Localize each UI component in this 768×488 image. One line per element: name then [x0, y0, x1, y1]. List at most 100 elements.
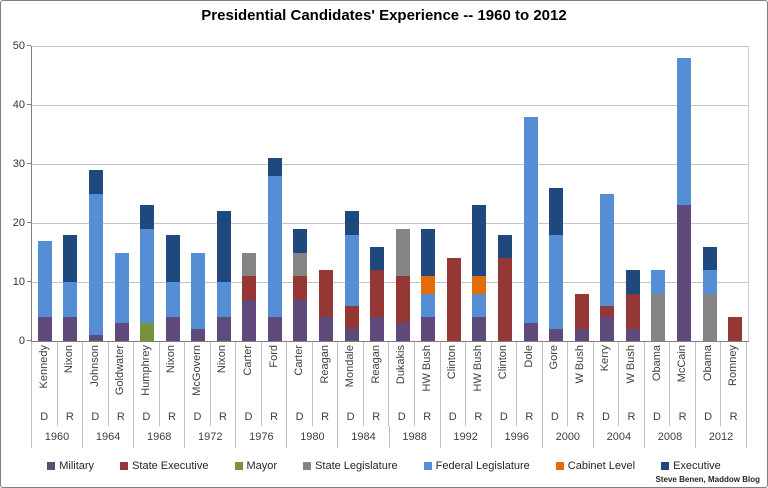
year-group-1984 [339, 46, 390, 341]
candidate-cell-humphrey-1968: Humphrey [134, 342, 160, 408]
segment-federal-legislature [37, 240, 52, 318]
segment-military [165, 317, 180, 341]
segment-executive [625, 270, 640, 294]
bar-slot-hw-bush-1992 [467, 46, 493, 341]
bar-slot-w-bush-2000 [569, 46, 595, 341]
segment-executive [293, 228, 308, 253]
bars-layer [32, 46, 748, 341]
plot-area [27, 45, 749, 342]
segment-state-executive [625, 293, 640, 330]
y-axis-tick-label-20: 20 [12, 217, 25, 229]
gridline-40 [32, 105, 748, 106]
year-label-1976: 1976 [236, 426, 288, 448]
segment-federal-legislature [651, 270, 666, 294]
year-label-2004: 2004 [594, 426, 645, 448]
candidate-cell-clinton-1992: Clinton [441, 342, 467, 408]
party-label-obama-2012: D [696, 408, 722, 426]
segment-state-executive [344, 305, 359, 330]
candidate-cell-carter-1980: Carter [287, 342, 313, 408]
bar-johnson-1964 [88, 169, 103, 341]
candidate-cell-nixon-1968: Nixon [160, 342, 186, 408]
segment-cabinet-level [421, 276, 436, 294]
party-label-dole-1996: R [517, 408, 543, 426]
bar-nixon-1972 [216, 211, 231, 341]
segment-executive [549, 187, 564, 235]
candidate-label: Kennedy [37, 345, 50, 389]
y-tick-40 [27, 104, 31, 105]
segment-executive [267, 158, 282, 176]
bar-slot-mondale-1984 [339, 46, 365, 341]
candidate-cell-kerry-2004: Kerry [594, 342, 620, 408]
legend-item-military: Military [47, 460, 94, 472]
year-label-2000: 2000 [543, 426, 594, 448]
legend-item-executive: Executive [661, 460, 721, 472]
y-axis-tick-label-40: 40 [12, 99, 25, 111]
segment-military [421, 317, 436, 341]
party-label-romney-2012: R [721, 408, 747, 426]
segment-federal-legislature [191, 252, 206, 330]
candidate-cell-nixon-1972: Nixon [211, 342, 237, 408]
candidate-label: McGovern [190, 345, 203, 396]
bar-slot-dole-1996 [518, 46, 544, 341]
candidate-cell-mccain-2008: McCain [670, 342, 696, 408]
bar-mccain-2008 [677, 57, 692, 341]
candidate-cell-mcgovern-1972: McGovern [185, 342, 211, 408]
segment-executive [216, 211, 231, 283]
party-label-nixon-1972: R [211, 408, 237, 426]
party-label-mcgovern-1972: D [185, 408, 211, 426]
segment-federal-legislature [114, 252, 129, 324]
x-axis: Kennedy Nixon Johnson Goldwater Humphrey Nixo… [31, 342, 748, 448]
segment-military [574, 329, 589, 341]
segment-state-executive [600, 305, 615, 318]
party-label-dukakis-1988: D [389, 408, 415, 426]
segment-state-executive [446, 258, 461, 341]
legend: Military State Executive Mayor State Legisl… [1, 460, 767, 472]
bar-dole-1996 [523, 116, 538, 341]
bar-slot-johnson-1964 [83, 46, 109, 341]
candidate-label: Clinton [446, 345, 459, 380]
segment-military [63, 317, 78, 341]
y-axis-tick-label-10: 10 [12, 276, 25, 288]
legend-label: Executive [673, 460, 721, 472]
candidate-label: Clinton [497, 345, 510, 380]
segment-state-executive [319, 270, 334, 318]
candidate-cell-johnson-1964: Johnson [83, 342, 109, 408]
y-axis-labels: 0 10 20 30 40 50 [1, 40, 27, 347]
bar-slot-clinton-1996 [492, 46, 518, 341]
candidate-label: Reagan [318, 345, 331, 384]
candidate-cell-reagan-1984: Reagan [364, 342, 390, 408]
year-label-1980: 1980 [287, 426, 339, 448]
candidate-label: Obama [701, 345, 714, 382]
segment-military [191, 329, 206, 341]
bar-nixon-1960 [63, 234, 78, 341]
year-label-2008: 2008 [645, 426, 697, 448]
candidate-label: W Bush [573, 345, 586, 384]
party-label-goldwater-1964: R [109, 408, 135, 426]
segment-military [37, 317, 52, 341]
bar-ford-1976 [267, 158, 282, 341]
segment-military [344, 329, 359, 341]
segment-military [216, 317, 231, 341]
party-label-ford-1976: R [262, 408, 288, 426]
segment-military [395, 323, 410, 341]
candidate-cell-ford-1976: Ford [262, 342, 288, 408]
bar-slot-reagan-1980 [313, 46, 339, 341]
segment-federal-legislature [165, 282, 180, 318]
legend-item-cabinet-level: Cabinet Level [555, 460, 635, 472]
attribution: Steve Benen, Maddow Blog [655, 475, 760, 484]
segment-military [625, 329, 640, 341]
segment-federal-legislature [421, 293, 436, 318]
year-group-2004 [595, 46, 646, 341]
candidate-cell-dole-1996: Dole [517, 342, 543, 408]
y-axis-tick-label-0: 0 [18, 335, 25, 347]
segment-executive [370, 246, 385, 271]
bar-slot-kerry-2004 [595, 46, 621, 341]
segment-state-executive [293, 276, 308, 300]
bar-clinton-1996 [498, 234, 513, 341]
year-label-1992: 1992 [441, 426, 492, 448]
candidate-label: Dole [522, 345, 535, 368]
y-axis-tick-label-30: 30 [12, 158, 25, 170]
year-label-1996: 1996 [492, 426, 543, 448]
segment-executive [140, 205, 155, 229]
years-row: 1960 1964 1968 1972 1976 1980 1984 1988 1992 1996… [31, 426, 748, 448]
